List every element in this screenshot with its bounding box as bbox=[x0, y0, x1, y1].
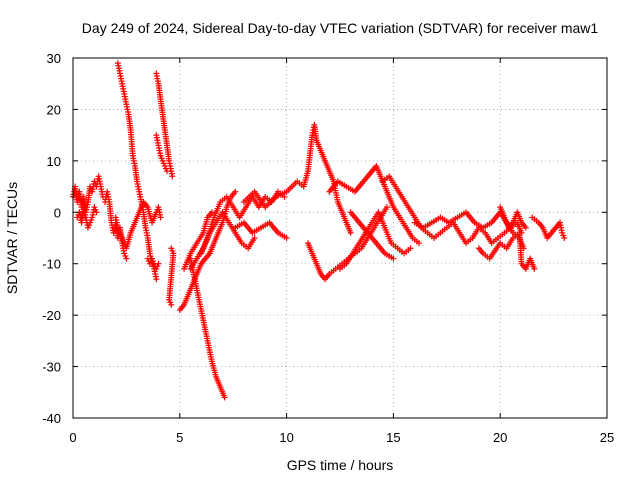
data-point bbox=[93, 209, 100, 216]
data-point bbox=[123, 255, 130, 262]
data-point bbox=[208, 209, 215, 216]
tick-layer: 0 5 10 15 20 25 -40 -30 -20 -10 0 10 20 30 bbox=[42, 51, 614, 445]
data-point bbox=[153, 276, 160, 283]
y-tick-label: 30 bbox=[47, 51, 61, 66]
x-axis-label: GPS time / hours bbox=[287, 457, 394, 473]
x-tick-label: 5 bbox=[176, 430, 183, 445]
y-tick-label: -30 bbox=[42, 360, 61, 375]
data-point bbox=[163, 168, 170, 175]
data-point bbox=[169, 173, 176, 180]
data-point bbox=[522, 224, 529, 231]
y-tick-label: -40 bbox=[42, 411, 61, 426]
x-tick-label: 25 bbox=[600, 430, 614, 445]
data-point bbox=[416, 240, 423, 247]
x-tick-label: 0 bbox=[69, 430, 76, 445]
data-point bbox=[390, 255, 397, 262]
y-tick-label: -10 bbox=[42, 257, 61, 272]
x-tick-label: 20 bbox=[493, 430, 507, 445]
y-tick-label: 0 bbox=[54, 205, 61, 220]
chart-title: Day 249 of 2024, Sidereal Day-to-day VTE… bbox=[82, 20, 599, 36]
x-tick-label: 15 bbox=[386, 430, 400, 445]
grid-layer bbox=[73, 58, 607, 418]
plot-frame bbox=[72, 57, 608, 419]
data-point bbox=[283, 235, 290, 241]
y-tick-label: 20 bbox=[47, 102, 61, 117]
data-point bbox=[561, 235, 568, 241]
data-point bbox=[407, 245, 414, 252]
data-point bbox=[531, 265, 538, 272]
y-tick-label: -20 bbox=[42, 308, 61, 323]
data-point bbox=[232, 188, 239, 195]
data-point bbox=[157, 214, 164, 221]
x-tick-label: 10 bbox=[279, 430, 293, 445]
data-point bbox=[383, 204, 390, 211]
data-point bbox=[155, 260, 162, 267]
data-point bbox=[251, 235, 258, 241]
data-marks bbox=[70, 60, 568, 401]
data-point bbox=[168, 301, 175, 308]
y-tick-label: 10 bbox=[47, 154, 61, 169]
y-axis-label: SDTVAR / TECUs bbox=[4, 182, 20, 294]
data-point bbox=[347, 229, 354, 236]
data-point bbox=[221, 394, 228, 401]
